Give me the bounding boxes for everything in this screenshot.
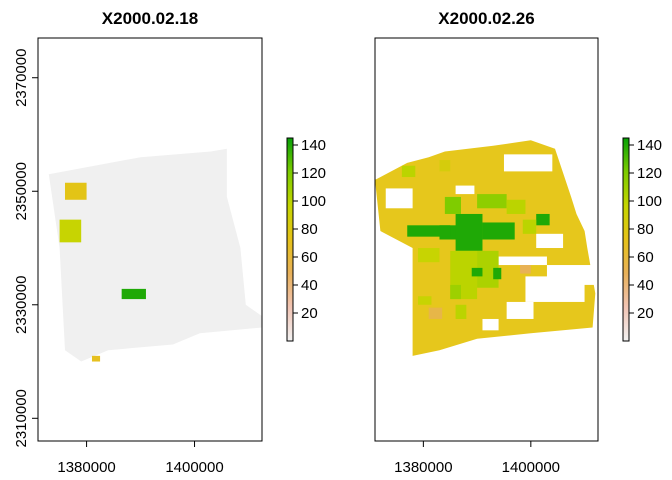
raster-footprint bbox=[48, 148, 262, 362]
raster-cell-patch bbox=[417, 248, 440, 263]
raster-cell-patch bbox=[482, 222, 515, 240]
panel-1: X2000.02.18 1380000 1400000 2310000 2330000 2… bbox=[13, 9, 326, 476]
legend-tick-label: 40 bbox=[301, 277, 318, 294]
legend-tick-label: 60 bbox=[301, 249, 318, 266]
legend-tick-label: 20 bbox=[301, 305, 318, 322]
plot-frame bbox=[37, 37, 263, 442]
raster-cell-patch bbox=[522, 219, 537, 234]
y-tick-label: 2370000 bbox=[13, 49, 30, 107]
raster-na-patch bbox=[455, 185, 475, 195]
raster-cell-patch bbox=[536, 213, 550, 226]
legend-tick-label: 140 bbox=[301, 137, 326, 154]
raster-cell-patch bbox=[64, 182, 87, 200]
raster-na-patch bbox=[546, 265, 596, 285]
chart-title: X2000.02.18 bbox=[102, 9, 198, 28]
raster-cell-patch bbox=[506, 199, 526, 214]
panel-2: X2000.02.26 1380000 1400000 20 40 60 80 100 120 1… bbox=[374, 9, 662, 476]
raster-cell-patch bbox=[455, 304, 467, 319]
raster-cell-patch bbox=[520, 265, 531, 274]
y-tick-label: 2350000 bbox=[13, 162, 30, 220]
raster-cell-patch bbox=[407, 225, 451, 237]
legend-tick-label: 20 bbox=[637, 305, 654, 322]
y-tick-label: 2330000 bbox=[13, 276, 30, 334]
legend-tick-label: 100 bbox=[301, 193, 326, 210]
legend-tick-label: 100 bbox=[637, 193, 662, 210]
legend-tick-label: 80 bbox=[301, 221, 318, 238]
raster-na-patch bbox=[385, 188, 413, 209]
raster-na-patch bbox=[506, 301, 534, 319]
raster-cell-patch bbox=[428, 307, 443, 319]
raster-cell-patch bbox=[477, 194, 507, 209]
legend-tick-label: 60 bbox=[637, 249, 654, 266]
x-tick-label: 1380000 bbox=[57, 459, 115, 476]
raster-cell-patch bbox=[471, 267, 483, 277]
raster-na-patch bbox=[503, 154, 553, 172]
raster-cell-patch bbox=[439, 160, 451, 172]
x-tick-label: 1400000 bbox=[502, 459, 560, 476]
legend-tick-label: 140 bbox=[637, 137, 662, 154]
x-tick-label: 1400000 bbox=[165, 459, 223, 476]
chart-title: X2000.02.26 bbox=[438, 9, 534, 28]
raster-cell-patch bbox=[91, 355, 101, 362]
raster-na-patch bbox=[536, 233, 564, 249]
raster-cell-patch bbox=[493, 267, 502, 280]
plot-frame bbox=[374, 37, 599, 442]
raster-cell-patch bbox=[59, 219, 82, 243]
raster-cell-patch bbox=[455, 213, 483, 251]
raster-cell-patch bbox=[121, 288, 146, 300]
raster-na-patch bbox=[498, 256, 547, 266]
raster-cell-patch bbox=[444, 196, 461, 214]
raster-cell-patch bbox=[450, 284, 461, 300]
x-tick-label: 1380000 bbox=[394, 459, 452, 476]
legend-tick-label: 120 bbox=[301, 165, 326, 182]
legend-colorbar bbox=[286, 137, 294, 342]
legend-colorbar bbox=[622, 137, 630, 342]
raster-na-patch bbox=[482, 318, 499, 331]
legend-tick-label: 120 bbox=[637, 165, 662, 182]
legend-tick-label: 80 bbox=[637, 221, 654, 238]
legend-tick-label: 40 bbox=[637, 277, 654, 294]
y-tick-label: 2310000 bbox=[13, 389, 30, 447]
raster-cell-patch bbox=[417, 296, 432, 305]
raster-cell-patch bbox=[401, 165, 416, 178]
